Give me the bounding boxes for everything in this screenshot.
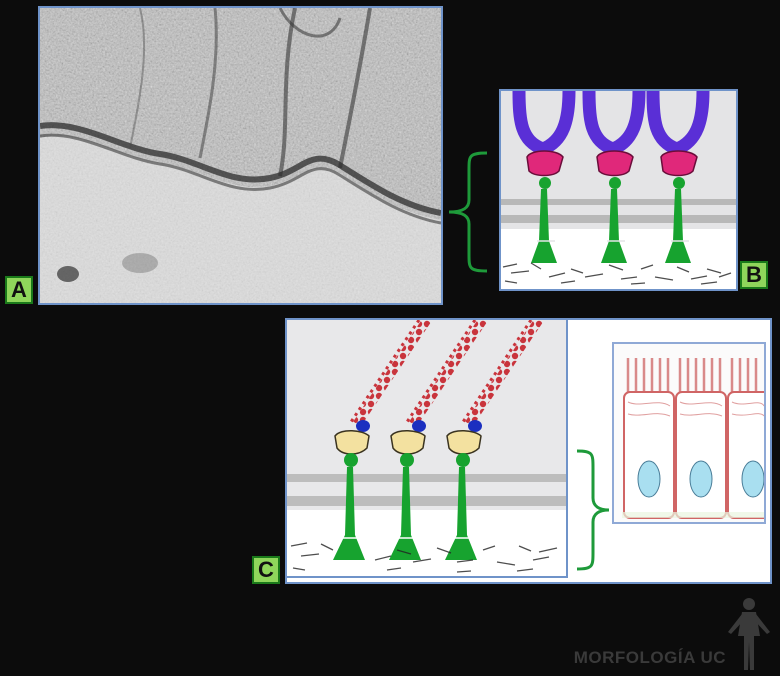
human-figure-icon: [728, 598, 770, 670]
label-a: A: [5, 276, 33, 304]
panel-c-frame: [285, 318, 772, 584]
label-c: C: [252, 556, 280, 584]
attachment-unit: [582, 91, 646, 263]
epithelium-cells: [614, 344, 764, 522]
microvilli: [626, 358, 758, 392]
attachment-unit: [333, 320, 431, 560]
fibers-c: [290, 542, 558, 573]
label-b: B: [740, 261, 768, 289]
schematic-b: [501, 91, 736, 289]
epithelium-inset: [612, 342, 766, 524]
attachment-unit: [646, 91, 710, 263]
panel-a-micrograph: [38, 6, 443, 305]
watermark-text: MORFOLOGÍA UC: [573, 648, 726, 667]
epithelial-cell: [623, 391, 675, 519]
epithelial-cell: [727, 391, 764, 519]
attachment-unit: [512, 91, 576, 263]
brace-b: [448, 151, 488, 273]
panel-c-schematic: [287, 320, 568, 578]
micrograph-image: [40, 8, 441, 303]
brace-c: [576, 449, 610, 571]
epithelial-cell: [675, 391, 727, 519]
panel-b-schematic: [499, 89, 738, 291]
schematic-c: [287, 320, 566, 576]
attachment-unit: [389, 320, 487, 560]
attachment-unit: [445, 320, 543, 560]
fibers-b: [502, 262, 732, 285]
